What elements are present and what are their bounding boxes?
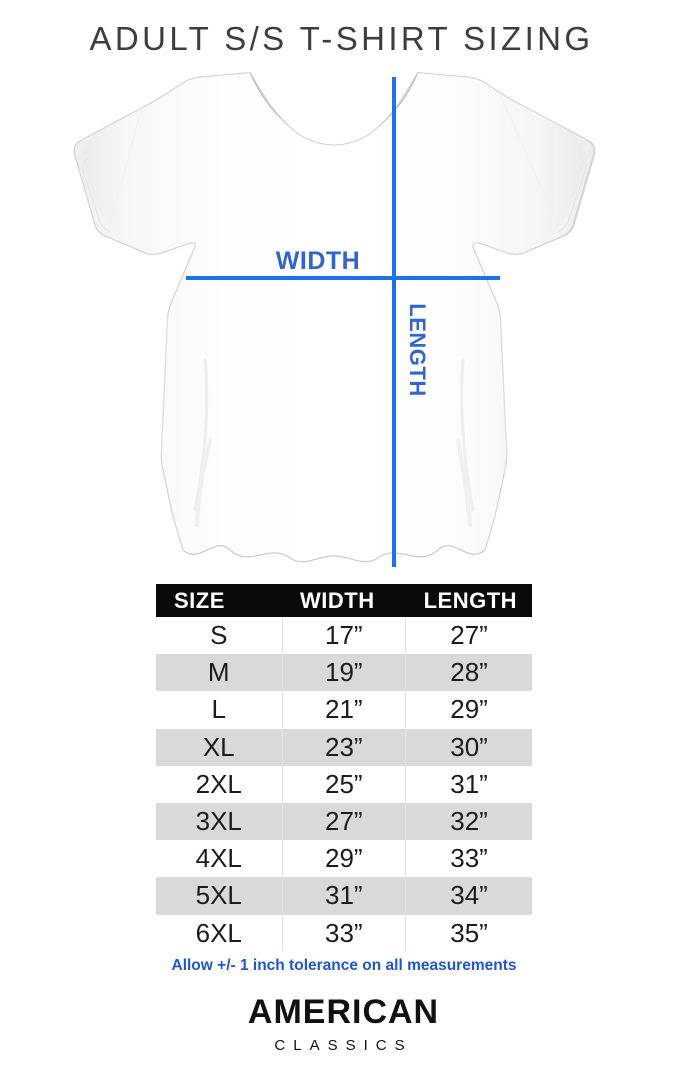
svg-text:LENGTH: LENGTH: [405, 303, 430, 396]
svg-text:WIDTH: WIDTH: [276, 247, 360, 275]
